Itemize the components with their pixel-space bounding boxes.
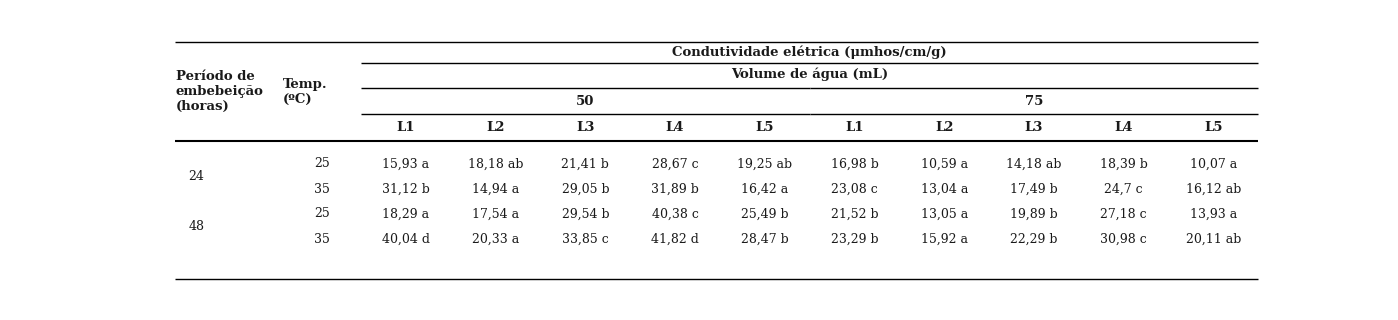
Text: 14,94 a: 14,94 a: [473, 183, 519, 196]
Text: L5: L5: [1204, 121, 1223, 134]
Text: 30,98 c: 30,98 c: [1100, 233, 1146, 246]
Text: 28,47 b: 28,47 b: [741, 233, 788, 246]
Text: 27,18 c: 27,18 c: [1100, 207, 1146, 220]
Text: 24,7 c: 24,7 c: [1104, 183, 1144, 196]
Text: 13,05 a: 13,05 a: [921, 207, 967, 220]
Text: 20,11 ab: 20,11 ab: [1186, 233, 1241, 246]
Text: 18,39 b: 18,39 b: [1100, 157, 1148, 170]
Text: 35: 35: [315, 183, 330, 196]
Text: Volume de água (mL): Volume de água (mL): [731, 68, 888, 81]
Text: 19,25 ab: 19,25 ab: [737, 157, 793, 170]
Text: 14,18 ab: 14,18 ab: [1007, 157, 1061, 170]
Text: 41,82 d: 41,82 d: [651, 233, 699, 246]
Text: 21,41 b: 21,41 b: [562, 157, 610, 170]
Text: L3: L3: [1025, 121, 1043, 134]
Text: 17,49 b: 17,49 b: [1009, 183, 1058, 196]
Text: Condutividade elétrica (μmhos/cm/g): Condutividade elétrica (μmhos/cm/g): [672, 45, 946, 59]
Text: L4: L4: [665, 121, 685, 134]
Text: 75: 75: [1025, 95, 1043, 108]
Text: 16,98 b: 16,98 b: [830, 157, 878, 170]
Text: 19,89 b: 19,89 b: [1009, 207, 1058, 220]
Text: 40,38 c: 40,38 c: [651, 207, 699, 220]
Text: L2: L2: [487, 121, 505, 134]
Text: 16,42 a: 16,42 a: [741, 183, 788, 196]
Text: 25,49 b: 25,49 b: [741, 207, 788, 220]
Text: L3: L3: [576, 121, 594, 134]
Text: L1: L1: [846, 121, 864, 134]
Text: 33,85 c: 33,85 c: [562, 233, 608, 246]
Text: 13,93 a: 13,93 a: [1190, 207, 1237, 220]
Text: 15,93 a: 15,93 a: [383, 157, 429, 170]
Text: 13,04 a: 13,04 a: [920, 183, 967, 196]
Text: Temp.
(ºC): Temp. (ºC): [282, 78, 327, 106]
Text: 23,29 b: 23,29 b: [830, 233, 878, 246]
Text: 20,33 a: 20,33 a: [473, 233, 519, 246]
Text: 31,12 b: 31,12 b: [382, 183, 431, 196]
Text: L1: L1: [397, 121, 415, 134]
Text: 17,54 a: 17,54 a: [473, 207, 519, 220]
Text: 29,05 b: 29,05 b: [562, 183, 610, 196]
Text: 28,67 c: 28,67 c: [651, 157, 699, 170]
Text: 48: 48: [189, 220, 204, 233]
Text: 25: 25: [315, 157, 330, 170]
Text: L4: L4: [1114, 121, 1132, 134]
Text: 23,08 c: 23,08 c: [832, 183, 878, 196]
Text: 31,89 b: 31,89 b: [651, 183, 699, 196]
Text: 15,92 a: 15,92 a: [921, 233, 967, 246]
Text: L2: L2: [935, 121, 953, 134]
Text: 50: 50: [576, 95, 594, 108]
Text: 16,12 ab: 16,12 ab: [1186, 183, 1241, 196]
Text: 25: 25: [315, 207, 330, 220]
Text: 21,52 b: 21,52 b: [830, 207, 878, 220]
Text: 22,29 b: 22,29 b: [1011, 233, 1058, 246]
Text: 40,04 d: 40,04 d: [382, 233, 431, 246]
Text: 29,54 b: 29,54 b: [562, 207, 610, 220]
Text: 10,59 a: 10,59 a: [921, 157, 967, 170]
Text: 24: 24: [189, 170, 204, 183]
Text: Período de
embebeição
(horas): Período de embebeição (horas): [176, 70, 264, 113]
Text: 35: 35: [315, 233, 330, 246]
Text: 18,29 a: 18,29 a: [383, 207, 429, 220]
Text: L5: L5: [755, 121, 774, 134]
Text: 10,07 a: 10,07 a: [1190, 157, 1237, 170]
Text: 18,18 ab: 18,18 ab: [468, 157, 523, 170]
